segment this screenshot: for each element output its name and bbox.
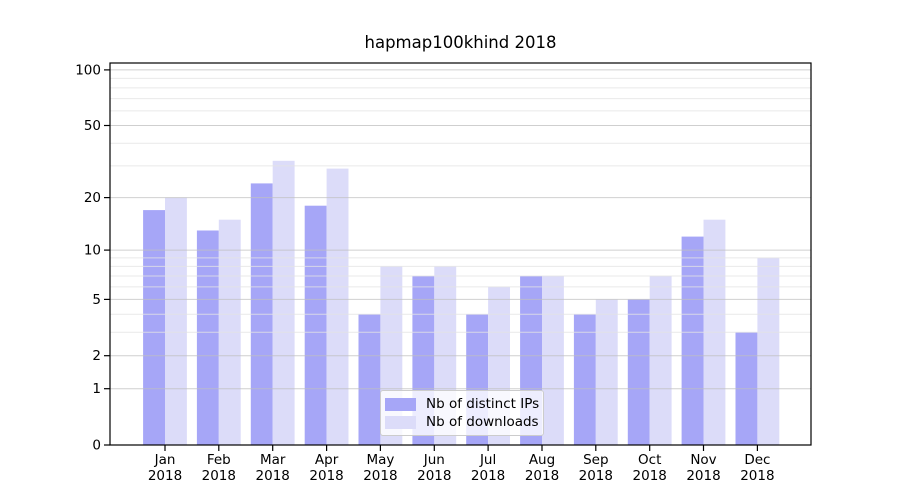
x-tick-label-year: 2018 <box>417 468 451 484</box>
bar-distinct-ips <box>627 299 650 445</box>
legend-swatch-distinct-ips <box>385 397 416 411</box>
legend: Nb of distinct IPs Nb of downloads <box>380 390 544 436</box>
x-tick-label: Jan <box>154 452 176 468</box>
y-tick-label: 2 <box>92 348 101 364</box>
x-tick-label: Oct <box>638 452 661 468</box>
legend-swatch-downloads <box>385 415 416 429</box>
x-tick-label-year: 2018 <box>579 468 613 484</box>
x-tick-label: Sep <box>583 452 608 468</box>
x-tick-label-year: 2018 <box>363 468 397 484</box>
x-tick-label-year: 2018 <box>471 468 505 484</box>
bar-distinct-ips <box>573 314 596 445</box>
legend-item-downloads: Nb of downloads <box>385 413 540 431</box>
bar-distinct-ips <box>304 205 327 445</box>
bar-downloads <box>326 168 349 445</box>
x-tick-label: Dec <box>744 452 770 468</box>
x-tick-label: Jun <box>423 452 445 468</box>
x-tick-label: May <box>366 452 394 468</box>
x-tick-label-year: 2018 <box>309 468 343 484</box>
bar-downloads <box>542 276 564 445</box>
x-tick-label-year: 2018 <box>633 468 667 484</box>
y-tick-label: 5 <box>92 292 101 308</box>
bar-distinct-ips <box>358 314 381 445</box>
x-tick-label: Feb <box>207 452 231 468</box>
x-tick-label-year: 2018 <box>256 468 290 484</box>
y-tick-label: 1 <box>92 381 101 397</box>
x-tick-label: Nov <box>690 452 716 468</box>
bar-downloads <box>649 276 672 445</box>
y-tick-label: 100 <box>75 62 101 78</box>
legend-label-distinct-ips: Nb of distinct IPs <box>426 396 540 412</box>
y-tick-label: 20 <box>84 190 101 206</box>
x-tick-label-year: 2018 <box>148 468 182 484</box>
x-tick-label: Jul <box>479 452 496 468</box>
y-tick-label: 0 <box>92 438 101 454</box>
bar-distinct-ips <box>143 210 165 445</box>
x-tick-label-year: 2018 <box>525 468 559 484</box>
plot-frame <box>109 62 812 446</box>
bar-downloads <box>757 257 780 445</box>
x-tick-label-year: 2018 <box>686 468 720 484</box>
chart-title: hapmap100khind 2018 <box>364 33 557 52</box>
bar-distinct-ips <box>681 236 704 445</box>
bar-downloads <box>595 299 618 445</box>
bar-distinct-ips <box>196 230 219 445</box>
bar-downloads <box>165 197 187 445</box>
legend-label-downloads: Nb of downloads <box>426 414 539 430</box>
y-tick-label: 50 <box>84 118 101 134</box>
x-tick-label: Mar <box>260 452 286 468</box>
x-tick-label: Aug <box>529 452 555 468</box>
x-tick-label: Apr <box>315 452 339 468</box>
y-tick-label: 10 <box>84 243 101 259</box>
x-tick-label-year: 2018 <box>740 468 774 484</box>
legend-item-distinct-ips: Nb of distinct IPs <box>385 395 540 413</box>
x-tick-label-year: 2018 <box>202 468 236 484</box>
bar-downloads <box>272 160 295 446</box>
